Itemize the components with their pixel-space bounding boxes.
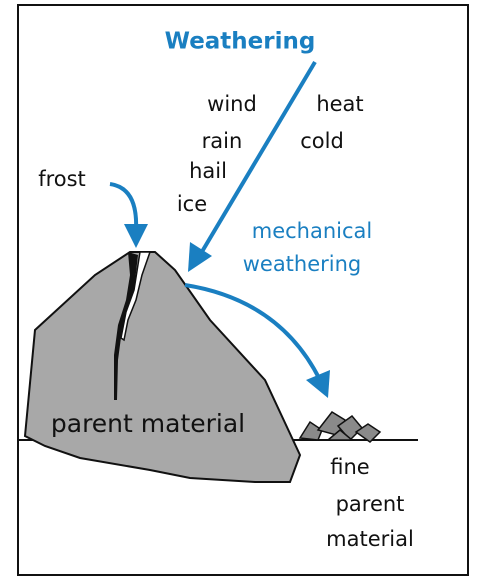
product-label: parent (336, 492, 405, 516)
agent: ice (177, 192, 207, 216)
frost-label: frost (38, 167, 86, 191)
process-label: weathering (243, 252, 362, 276)
agent: heat (316, 92, 363, 116)
product-label: material (326, 527, 414, 551)
process-label: mechanical (252, 219, 373, 243)
product-label: fine (330, 455, 369, 479)
diagram: Weathering wind heat rain cold hail ice … (0, 0, 486, 578)
agent: rain (202, 129, 243, 153)
title: Weathering (165, 29, 316, 55)
agent: hail (189, 159, 227, 183)
agent: wind (207, 92, 257, 116)
agent: cold (300, 129, 344, 153)
rock-label: parent material (51, 409, 245, 438)
